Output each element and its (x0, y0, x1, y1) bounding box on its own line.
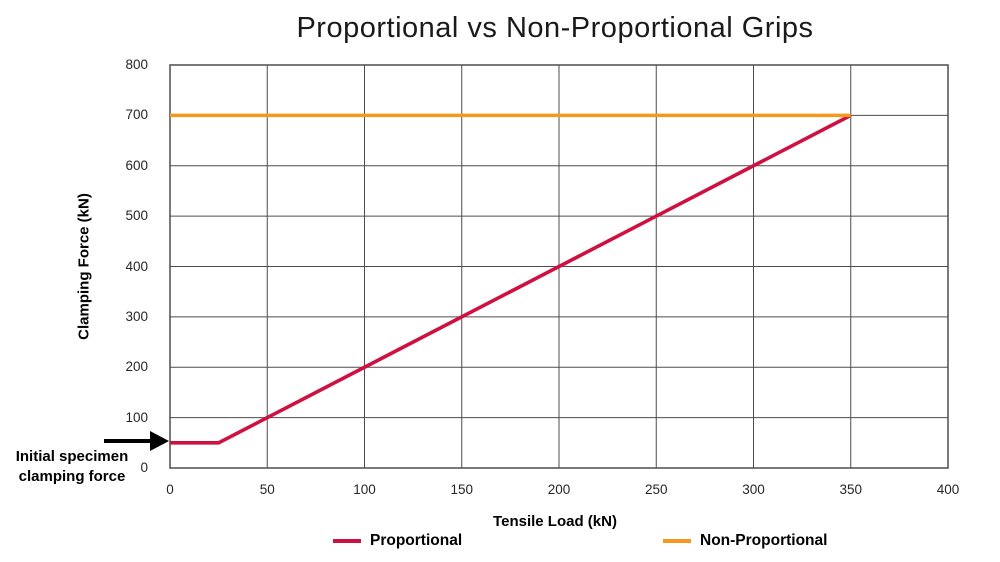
plot-border (169, 64, 949, 469)
x-tick-label: 100 (353, 482, 376, 497)
annotation-initial-clamping-force: Initial specimen clamping force (4, 447, 140, 488)
y-tick-label: 0 (140, 460, 148, 475)
x-tick-label: 350 (839, 482, 863, 497)
y-tick-label: 600 (125, 157, 148, 173)
proportional-line (170, 113, 852, 445)
x-tick-label: 300 (742, 482, 765, 497)
y-tick-label: 400 (125, 258, 148, 274)
annotation-arrow-head-icon (150, 431, 169, 451)
annotation-line-1: Initial specimen (15, 448, 129, 465)
y-tick-label: 100 (125, 409, 148, 425)
y-tick-label: 700 (125, 107, 148, 123)
y-tick-label: 300 (125, 308, 148, 324)
annotation-arrow-shaft (104, 439, 151, 443)
x-tick-label: 400 (936, 482, 960, 497)
legend-label-proportional: Proportional (370, 532, 463, 549)
chart-title: Proportional vs Non-Proportional Grips (296, 12, 814, 44)
legend-item-proportional: Proportional (333, 532, 463, 549)
annotation-line-2: clamping force (18, 468, 126, 486)
proportional-line-swatch-icon (333, 539, 361, 543)
x-tick-label: 0 (166, 482, 174, 497)
x-axis-title: Tensile Load (kN) (493, 513, 617, 530)
non-proportional-line-swatch-icon (663, 539, 691, 543)
x-tick-label: 250 (644, 482, 668, 497)
legend-item-non-proportional: Non-Proportional (663, 532, 828, 549)
y-tick-label: 200 (125, 359, 148, 375)
x-tick-label: 150 (450, 482, 474, 497)
x-tick-label: 50 (259, 482, 275, 497)
legend-label-non-proportional: Non-Proportional (700, 532, 828, 549)
x-tick-label: 200 (547, 482, 571, 497)
y-tick-label: 500 (125, 208, 148, 224)
y-tick-label: 800 (125, 57, 148, 72)
